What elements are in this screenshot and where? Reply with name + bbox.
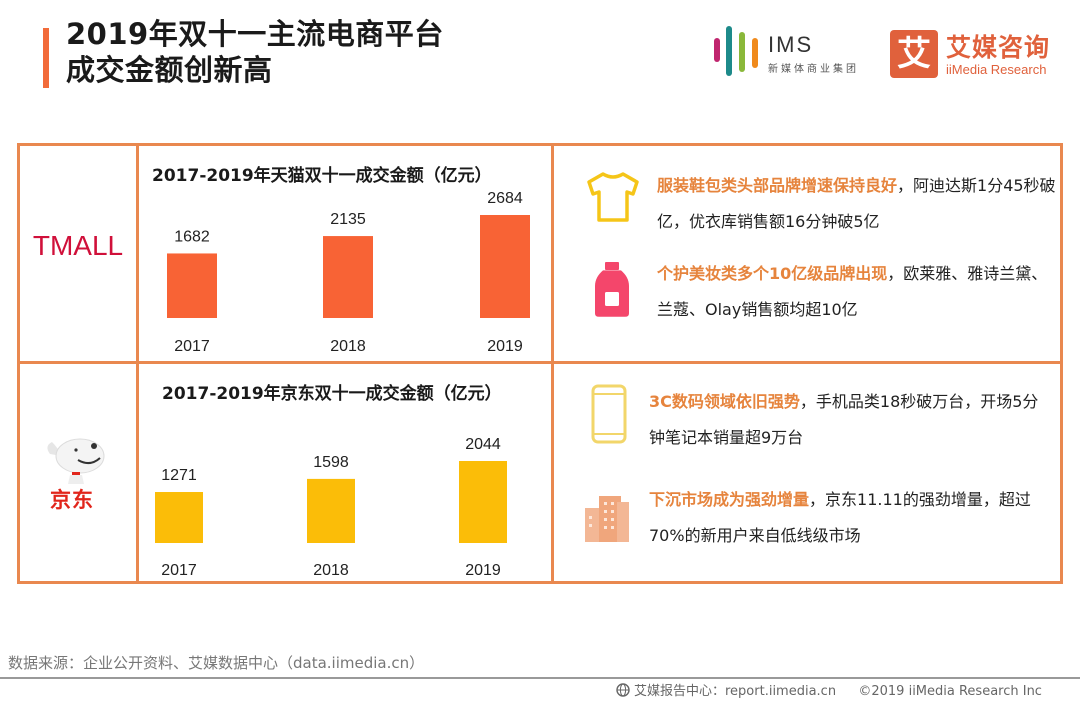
insight-detail: ，欧莱雅、雅诗兰黛、兰蔻、Olay销售额均超10亿 (657, 264, 1048, 319)
iimedia-logo-english: iiMedia Research (946, 62, 1047, 77)
jd-chart-title: 2017-2019年京东双十一成交金额（亿元） (162, 384, 502, 404)
page-title-line1: 2019年双十一主流电商平台 (66, 17, 444, 51)
buildings-icon (585, 496, 629, 542)
ims-logo-subtitle: 新媒体商业集团 (768, 64, 859, 75)
insight-detail: ，阿迪达斯1分45秒破亿，优衣库销售额16分钟破5亿 (657, 176, 1056, 231)
insight-detail: ，手机品类18秒破万台，开场5分钟笔记本销量超9万台 (649, 392, 1039, 447)
insight-text: 服装鞋包类头部品牌增速保持良好，阿迪达斯1分45秒破亿，优衣库销售额16分钟破5… (657, 168, 1057, 240)
jd-mascot-icon (47, 438, 105, 484)
insight-text: 3C数码领域依旧强势，手机品类18秒破万台，开场5分钟笔记本销量超9万台 (649, 384, 1049, 456)
copyright: ©2019 iiMedia Research Inc (858, 684, 1042, 699)
insight-text: 下沉市场成为强劲增量，京东11.11的强劲增量，超过70%的新用户来自低线级市场 (649, 482, 1049, 554)
insight-highlight: 服装鞋包类头部品牌增速保持良好 (657, 176, 898, 195)
ims-logo-bar (752, 38, 758, 68)
ims-logo-text: IMS (768, 32, 814, 57)
iimedia-logo: 艾 艾媒咨询 iiMedia Research (890, 28, 1070, 82)
page-title: 2019年双十一主流电商平台 成交金额创新高 (66, 16, 444, 88)
ims-logo: IMS 新媒体商业集团 (712, 24, 882, 80)
iimedia-logo-mark: 艾 (890, 30, 938, 78)
ims-logo-bar (714, 38, 720, 62)
tmall-logo: TMALL (32, 230, 124, 261)
footer: 艾媒报告中心：report.iimedia.cn ©2019 iiMedia R… (616, 680, 1042, 699)
jd-logo: 京东 (40, 434, 120, 514)
tshirt-icon (587, 172, 639, 222)
jd-logo-text: 京东 (50, 488, 94, 512)
insight-highlight: 个护美妆类多个10亿级品牌出现 (657, 264, 888, 283)
report-center-link[interactable]: 艾媒报告中心：report.iimedia.cn (634, 684, 837, 699)
insight-highlight: 3C数码领域依旧强势 (649, 392, 800, 411)
insight-text: 个护美妆类多个10亿级品牌出现，欧莱雅、雅诗兰黛、兰蔻、Olay销售额均超10亿 (657, 256, 1057, 328)
footer-divider (0, 677, 1080, 679)
smartphone-icon (591, 384, 627, 444)
page-title-line2: 成交金额创新高 (66, 53, 273, 87)
insight-detail: ，京东11.11的强劲增量，超过70%的新用户来自低线级市场 (649, 490, 1031, 545)
iimedia-logo-name: 艾媒咨询 (946, 33, 1051, 62)
data-source: 数据来源：企业公开资料、艾媒数据中心（data.iimedia.cn） (8, 654, 425, 672)
title-accent-bar (43, 28, 49, 88)
ims-logo-bar (726, 26, 732, 76)
globe-icon (616, 683, 630, 697)
ims-logo-bar (739, 32, 745, 72)
insight-highlight: 下沉市场成为强劲增量 (649, 490, 810, 509)
bottle-icon (595, 262, 629, 317)
tmall-chart-title: 2017-2019年天猫双十一成交金额（亿元） (152, 166, 492, 186)
table-divider-horizontal (17, 361, 1063, 364)
